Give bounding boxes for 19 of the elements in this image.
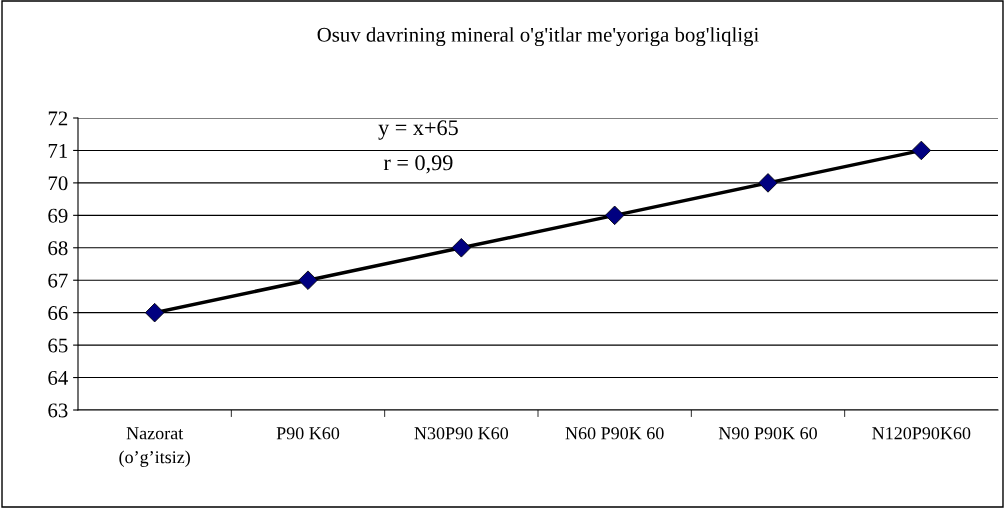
y-tick-label: 71 <box>48 143 68 158</box>
annotation: r = 0,99 <box>383 155 453 174</box>
y-tick-label: 63 <box>48 403 68 418</box>
y-tick-label: 65 <box>48 338 68 353</box>
y-tick-label: 68 <box>48 241 68 256</box>
x-tick-label: Nazorat (o’g’itsiz) <box>119 427 190 467</box>
y-tick-label: 72 <box>48 111 68 126</box>
chart-title: Osuv davrining mineral o'g'itlar me'yoriga bog'liqligi <box>317 27 759 47</box>
y-tick-label: 66 <box>48 306 68 321</box>
y-tick-label: 64 <box>48 370 68 385</box>
y-tick-label: 67 <box>48 273 68 288</box>
y-tick-label: 70 <box>48 176 68 191</box>
x-tick-label: N30P90 K60 <box>414 427 509 440</box>
x-tick-label: N120P90K60 <box>872 427 971 440</box>
x-tick-label: P90 K60 <box>276 427 340 440</box>
annotation: y = x+65 <box>378 120 458 140</box>
x-tick-label: N60 P90K 60 <box>565 427 664 440</box>
y-tick-label: 69 <box>48 208 68 223</box>
x-tick-label: N90 P90K 60 <box>718 427 817 440</box>
